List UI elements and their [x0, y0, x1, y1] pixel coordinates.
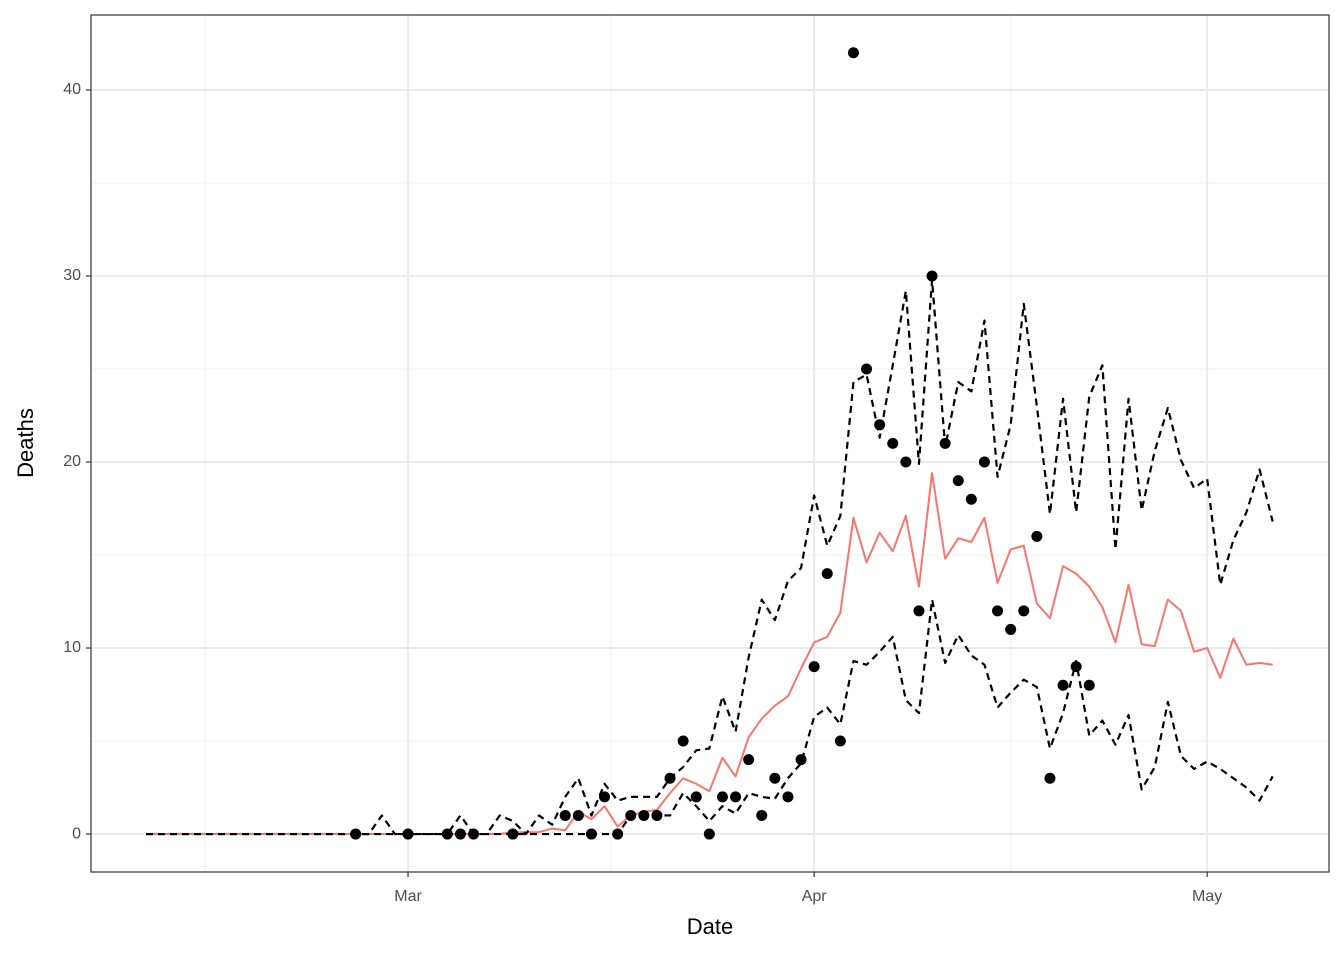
- observed-point: [703, 828, 715, 840]
- y-tick-label: 0: [72, 825, 81, 842]
- observed-point: [847, 47, 859, 59]
- observed-point: [454, 828, 466, 840]
- observed-point: [926, 270, 938, 282]
- observed-point: [585, 828, 597, 840]
- observed-point: [743, 754, 755, 766]
- observed-point: [952, 475, 964, 487]
- observed-point: [965, 493, 977, 505]
- observed-point: [507, 828, 519, 840]
- observed-point: [992, 605, 1004, 617]
- observed-point: [1057, 679, 1069, 691]
- y-tick-label: 30: [63, 267, 81, 284]
- x-tick-label: May: [1192, 888, 1222, 905]
- observed-point: [625, 809, 637, 821]
- observed-point: [572, 809, 584, 821]
- observed-point: [756, 809, 768, 821]
- observed-point: [664, 772, 676, 784]
- observed-point: [782, 791, 794, 803]
- observed-point: [1018, 605, 1030, 617]
- mean-line: [146, 472, 1273, 836]
- quantile-line: [146, 278, 1274, 836]
- observed-point: [402, 828, 414, 840]
- marks: [146, 47, 1274, 840]
- observed-point: [861, 363, 873, 375]
- observed-point: [978, 456, 990, 468]
- observed-point: [730, 791, 742, 803]
- observed-point: [716, 791, 728, 803]
- y-tick-label: 40: [63, 81, 81, 98]
- observed-point: [834, 735, 846, 747]
- x-tick-label: Apr: [802, 888, 828, 905]
- y-tick-label: 10: [63, 639, 81, 656]
- observed-point: [651, 809, 663, 821]
- observed-point: [874, 419, 886, 431]
- x-axis-title: Date: [687, 914, 733, 939]
- observed-point: [1031, 530, 1043, 542]
- observed-point: [599, 791, 611, 803]
- observed-point: [638, 809, 650, 821]
- axes: 0 10 20 30 40 Mar Apr May: [63, 81, 1222, 905]
- observed-point: [1070, 661, 1082, 673]
- observed-point: [795, 754, 807, 766]
- observed-point: [887, 437, 899, 449]
- observed-point: [1044, 772, 1056, 784]
- observed-point: [350, 828, 362, 840]
- observed-point: [612, 828, 624, 840]
- x-tick-label: Mar: [394, 888, 422, 905]
- y-tick-label: 20: [63, 453, 81, 470]
- observed-point: [468, 828, 480, 840]
- observed-point: [559, 809, 571, 821]
- observed-point: [769, 772, 781, 784]
- panel-border: [90, 14, 1330, 873]
- observed-point: [808, 661, 820, 673]
- quantile-line: [146, 598, 1274, 836]
- observed-point: [821, 568, 833, 580]
- observed-point: [939, 437, 951, 449]
- y-axis-title: Deaths: [13, 408, 38, 478]
- observed-point: [913, 605, 925, 617]
- observed-point: [900, 456, 912, 468]
- observed-point: [1005, 623, 1017, 635]
- observed-point: [690, 791, 702, 803]
- observed-point: [441, 828, 453, 840]
- observed-point: [1083, 679, 1095, 691]
- observed-point: [677, 735, 689, 747]
